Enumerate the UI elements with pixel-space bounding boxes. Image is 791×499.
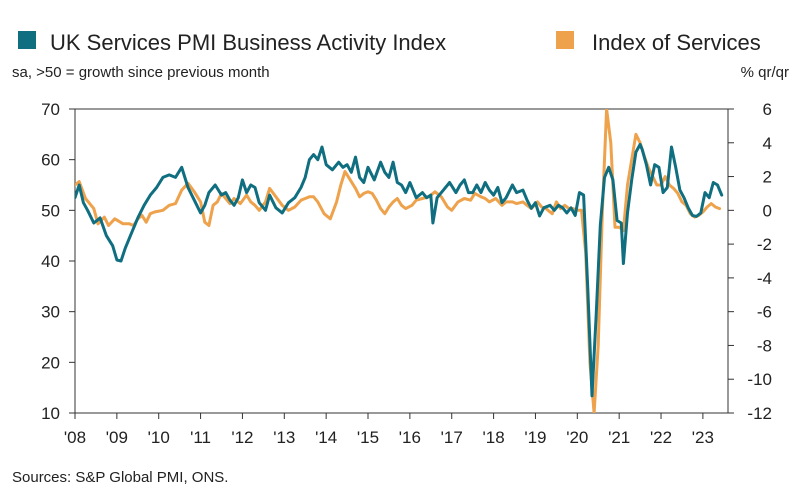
- x-tick-label: '10: [148, 428, 170, 447]
- legend-swatch-pmi: [18, 31, 36, 49]
- left-tick-label: 10: [41, 404, 60, 423]
- legend-swatch-index-of-services: [556, 31, 574, 49]
- left-tick-label: 20: [41, 353, 60, 372]
- right-tick-label: 4: [763, 134, 772, 153]
- left-tick-label: 40: [41, 252, 60, 271]
- plot-frame: [74, 108, 729, 414]
- x-tick-label: '15: [357, 428, 379, 447]
- legend: UK Services PMI Business Activity Index …: [18, 30, 761, 55]
- right-tick-label: -8: [757, 336, 772, 355]
- x-tick-label: '16: [399, 428, 421, 447]
- left-axis-subtitle: sa, >50 = growth since previous month: [12, 64, 270, 81]
- right-tick-label: -4: [757, 269, 772, 288]
- x-tick-label: '19: [524, 428, 546, 447]
- series-lines: [75, 109, 724, 413]
- right-tick-label: -2: [757, 235, 772, 254]
- x-tick-label: '20: [566, 428, 588, 447]
- x-tick-label: '23: [692, 428, 714, 447]
- x-tick-label: '12: [231, 428, 253, 447]
- x-tick-label: '17: [441, 428, 463, 447]
- series-line-index-of-services: [75, 109, 722, 413]
- right-tick-label: 2: [763, 168, 772, 187]
- x-tick-label: '09: [106, 428, 128, 447]
- x-tick-label: '21: [608, 428, 630, 447]
- left-axis: 10 20 30 40 50 60 70: [41, 100, 75, 423]
- x-tick-label: '18: [483, 428, 505, 447]
- legend-label-pmi: UK Services PMI Business Activity Index: [50, 30, 446, 55]
- x-tick-label: '22: [650, 428, 672, 447]
- series-line-pmi: [75, 143, 724, 398]
- x-axis: '08 '09 '10 '11 '12 '13 '14 '15 '16 '17 '18 '19 '20 '…: [64, 413, 714, 447]
- x-tick-label: '13: [273, 428, 295, 447]
- left-tick-label: 30: [41, 303, 60, 322]
- x-tick-label: '11: [190, 428, 211, 447]
- left-tick-label: 70: [41, 100, 60, 119]
- right-axis: -12 -10 -8 -6 -4 -2 0 2 4 6: [728, 100, 772, 423]
- right-axis-subtitle: % qr/qr: [741, 64, 789, 81]
- right-tick-label: -10: [747, 370, 772, 389]
- right-tick-label: -6: [757, 303, 772, 322]
- right-tick-label: 0: [763, 201, 772, 220]
- left-tick-label: 50: [41, 201, 60, 220]
- x-tick-label: '08: [64, 428, 86, 447]
- left-tick-label: 60: [41, 151, 60, 170]
- x-tick-label: '14: [315, 428, 337, 447]
- right-tick-label: -12: [747, 404, 772, 423]
- source-note: Sources: S&P Global PMI, ONS.: [12, 469, 228, 486]
- right-tick-label: 6: [763, 100, 772, 119]
- legend-label-index-of-services: Index of Services: [592, 30, 761, 55]
